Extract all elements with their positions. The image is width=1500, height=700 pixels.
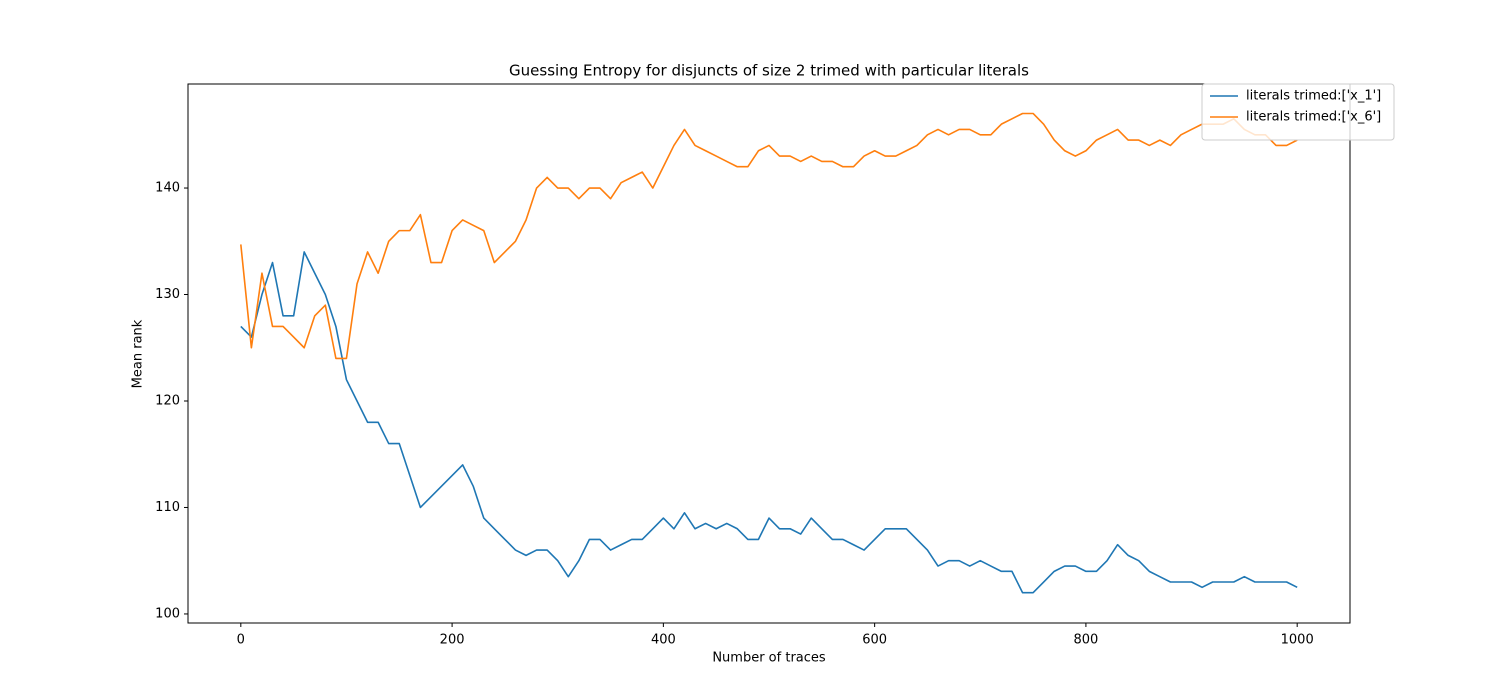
x-tick-label: 0	[237, 633, 245, 648]
y-tick-label: 120	[155, 393, 180, 408]
legend-label: literals trimed:['x_1']	[1246, 89, 1381, 104]
series-line	[240, 251, 1298, 594]
x-tick-label: 1000	[1281, 633, 1314, 648]
y-tick-label: 130	[155, 287, 180, 302]
plot-frame	[187, 83, 1351, 624]
x-tick-label: 400	[651, 633, 676, 648]
x-tick-label: 200	[440, 633, 465, 648]
x-axis-label: Number of traces	[712, 651, 826, 666]
x-tick-label: 800	[1073, 633, 1098, 648]
y-tick-label: 100	[155, 606, 180, 621]
chart-title: Guessing Entropy for disjuncts of size 2…	[509, 62, 1029, 80]
y-tick-label: 140	[155, 181, 180, 196]
legend-box	[1201, 83, 1395, 141]
series-line	[240, 112, 1298, 360]
legend-label: literals trimed:['x_6']	[1246, 110, 1381, 125]
x-tick-label: 600	[862, 633, 887, 648]
y-tick-label: 110	[155, 500, 180, 515]
y-axis-label: Mean rank	[131, 319, 146, 388]
